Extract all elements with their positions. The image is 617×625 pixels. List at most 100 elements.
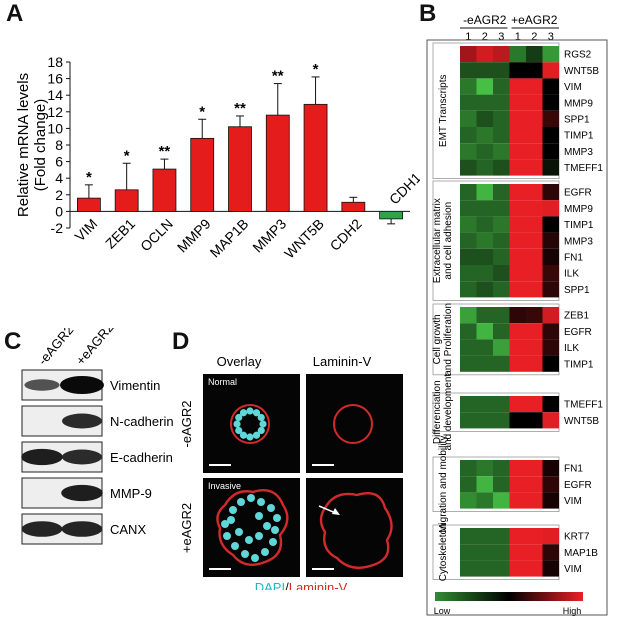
heatmap-cell bbox=[493, 46, 510, 63]
heatmap-cell bbox=[526, 200, 543, 217]
stain-laminin: Laminin-V bbox=[289, 580, 348, 590]
heatmap-cell bbox=[493, 323, 510, 340]
heatmap-cell bbox=[526, 528, 543, 545]
heatmap-cell bbox=[526, 492, 543, 509]
microscopy-panel: Overlay Laminin-V -eAGR2 +eAGR2 Normal Invasi… bbox=[179, 354, 403, 590]
column-header: Laminin-V bbox=[313, 354, 372, 369]
heatmap-cell bbox=[542, 110, 559, 127]
gene-label: FN1 bbox=[564, 252, 583, 263]
heatmap-cell bbox=[493, 94, 510, 111]
protein-label: N-cadherin bbox=[110, 414, 174, 429]
legend-low: Low bbox=[434, 606, 451, 616]
heatmap-cell bbox=[493, 307, 510, 324]
heatmap-cell bbox=[460, 307, 477, 324]
y-tick-label: 10 bbox=[47, 120, 63, 136]
heatmap-cell bbox=[493, 339, 510, 356]
block-label: Cell growthand Proliferation bbox=[432, 303, 454, 376]
heatmap-cell bbox=[476, 355, 493, 372]
significance-mark: * bbox=[199, 103, 205, 120]
protein-label: E-cadherin bbox=[110, 450, 173, 465]
bar-vim bbox=[76, 197, 101, 212]
heatmap-cell bbox=[542, 143, 559, 160]
heatmap-cell bbox=[476, 544, 493, 561]
heatmap-cell bbox=[493, 281, 510, 298]
heatmap-cell bbox=[526, 159, 543, 176]
category-label: ZEB1 bbox=[102, 215, 138, 251]
protein-label: CANX bbox=[110, 522, 146, 537]
heatmap-cell bbox=[476, 46, 493, 63]
heatmap-cell bbox=[509, 412, 526, 429]
heatmap-cell bbox=[509, 184, 526, 201]
heatmap-cell bbox=[493, 110, 510, 127]
heatmap-cell bbox=[526, 110, 543, 127]
heatmap-cell bbox=[509, 265, 526, 282]
micrograph-tile bbox=[306, 374, 403, 473]
heatmap-cell bbox=[542, 528, 559, 545]
heatmap-cell bbox=[460, 127, 477, 144]
gene-label: TIMP1 bbox=[564, 131, 594, 142]
heatmap-cell bbox=[493, 184, 510, 201]
heatmap-cell bbox=[476, 339, 493, 356]
heatmap-cell bbox=[509, 281, 526, 298]
heatmap-cell bbox=[476, 200, 493, 217]
heatmap-cell bbox=[526, 476, 543, 493]
heatmap-cell bbox=[526, 307, 543, 324]
heatmap-cell bbox=[460, 476, 477, 493]
protein-label: Vimentin bbox=[110, 378, 160, 393]
dapi-nucleus bbox=[245, 536, 253, 544]
dapi-nucleus bbox=[261, 548, 269, 556]
dapi-nucleus bbox=[241, 550, 249, 558]
dapi-nucleus bbox=[237, 498, 245, 506]
heatmap-cell bbox=[476, 78, 493, 95]
heatmap-cell bbox=[509, 476, 526, 493]
heatmap-cell bbox=[460, 232, 477, 249]
blot-band bbox=[61, 484, 103, 502]
heatmap-cell bbox=[460, 216, 477, 233]
heatmap-cell bbox=[542, 46, 559, 63]
heatmap-cell bbox=[493, 265, 510, 282]
heatmap-cell bbox=[460, 248, 477, 265]
heatmap-cell bbox=[526, 127, 543, 144]
heatmap-cell bbox=[476, 184, 493, 201]
heatmap-cell bbox=[509, 78, 526, 95]
significance-mark: * bbox=[124, 147, 130, 164]
gene-label: VIM bbox=[564, 82, 582, 93]
dapi-nucleus bbox=[267, 504, 275, 512]
block-label-text: Migration and mobility bbox=[438, 436, 449, 533]
heatmap-cell bbox=[526, 412, 543, 429]
y-tick-label: 8 bbox=[55, 137, 63, 153]
heatmap-cell bbox=[509, 94, 526, 111]
gene-label: RGS2 bbox=[564, 50, 592, 61]
y-tick-label: -2 bbox=[51, 220, 64, 236]
heatmap-cell bbox=[509, 544, 526, 561]
heatmap-cell bbox=[460, 560, 477, 577]
gene-label: EGFR bbox=[564, 480, 592, 491]
legend-high: High bbox=[563, 606, 582, 616]
dapi-nucleus bbox=[252, 431, 261, 439]
replicate-label: 2 bbox=[482, 31, 488, 43]
heatmap-cell bbox=[526, 560, 543, 577]
heatmap-cell bbox=[476, 476, 493, 493]
heatmap-cell bbox=[476, 560, 493, 577]
heatmap-cell bbox=[526, 396, 543, 413]
heatmap-cell bbox=[542, 560, 559, 577]
significance-mark: ** bbox=[159, 143, 171, 160]
heatmap-cell bbox=[542, 281, 559, 298]
heatmap-cell bbox=[526, 339, 543, 356]
gene-label: FN1 bbox=[564, 464, 583, 475]
heatmap-cell bbox=[476, 307, 493, 324]
heatmap-cell bbox=[509, 460, 526, 477]
gene-label: TMEFF1 bbox=[564, 163, 603, 174]
heatmap-cell bbox=[476, 460, 493, 477]
heatmap-cell bbox=[542, 492, 559, 509]
heatmap-cell bbox=[526, 62, 543, 79]
bar-zeb1 bbox=[114, 189, 139, 212]
dapi-nucleus bbox=[231, 542, 239, 550]
dapi-nucleus bbox=[235, 528, 243, 536]
gene-label: TIMP1 bbox=[564, 220, 594, 231]
heatmap-cell bbox=[526, 216, 543, 233]
block-label-line: and cell adhesion bbox=[443, 202, 454, 280]
protein-label: MMP-9 bbox=[110, 486, 152, 501]
